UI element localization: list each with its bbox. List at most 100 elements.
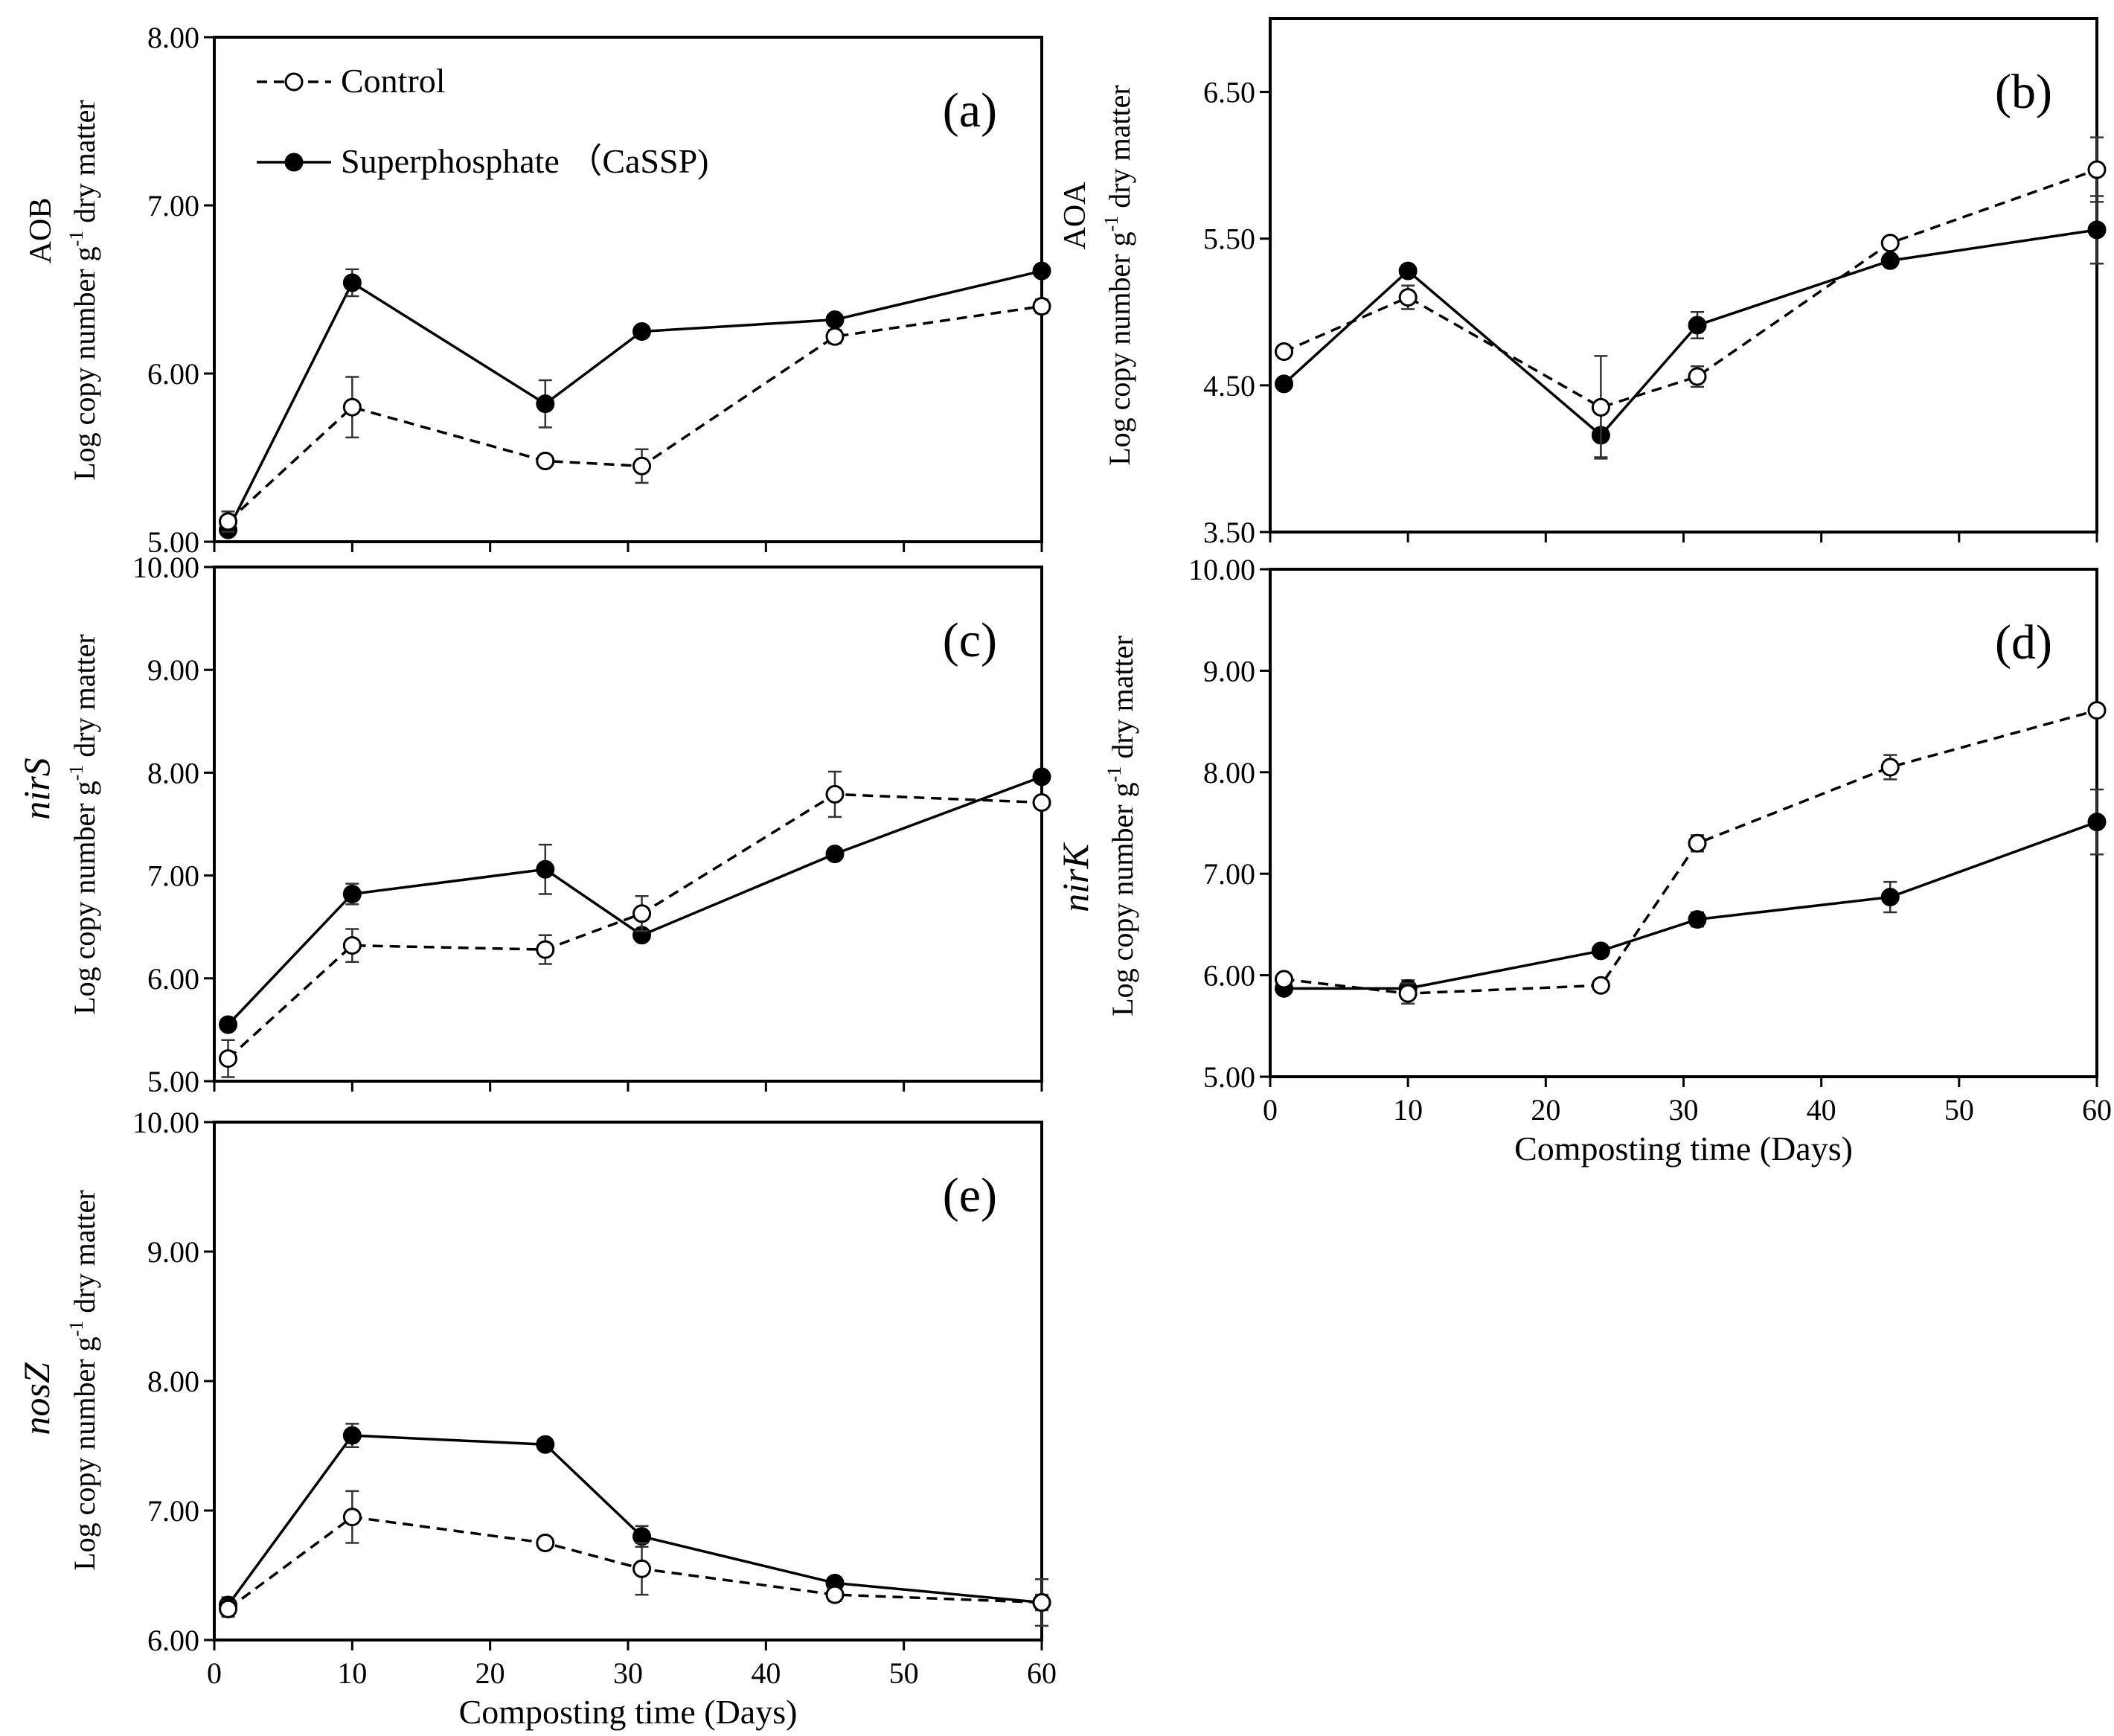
series-control xyxy=(219,297,1051,533)
y-tick-label: 6.00 xyxy=(147,962,199,996)
y-tick-label: 5.50 xyxy=(1203,222,1255,256)
control-point xyxy=(632,456,652,475)
superphosphate-point xyxy=(342,273,362,292)
superphosphate-line xyxy=(1284,820,2098,990)
x-tick-label: 20 xyxy=(475,1656,505,1690)
control-point xyxy=(632,1559,652,1578)
y-axis-title-end: dry matter xyxy=(1106,635,1139,766)
y-axis-gene-label: nirS xyxy=(16,758,57,819)
control-point xyxy=(825,1585,845,1604)
control-point xyxy=(1880,234,1900,253)
x-tick-label: 30 xyxy=(613,1656,643,1690)
y-axis-title: Log copy number g-1 dry matter xyxy=(1101,85,1136,466)
y-tick-label: 8.00 xyxy=(147,1365,199,1398)
superphosphate-point xyxy=(825,310,845,330)
superphosphate-point xyxy=(2087,220,2107,240)
y-axis-title-end: dry matter xyxy=(68,100,101,231)
y-tick-label: 4.50 xyxy=(1203,369,1255,403)
superphosphate-point xyxy=(1398,261,1418,281)
control-point xyxy=(1032,1593,1051,1612)
y-tick-label: 10.00 xyxy=(132,551,199,584)
control-line xyxy=(227,1515,1042,1610)
y-tick-label: 5.00 xyxy=(147,525,199,559)
y-tick-label: 6.00 xyxy=(147,357,199,391)
y-axis-title-sup: -1 xyxy=(65,1321,87,1337)
y-tick-label: 6.50 xyxy=(1203,76,1255,109)
y-tick-label: 3.50 xyxy=(1203,516,1255,549)
control-point xyxy=(536,1534,555,1552)
y-tick-label: 6.00 xyxy=(147,1624,199,1657)
plot-frame xyxy=(1269,568,2098,1078)
control-point xyxy=(536,452,555,471)
x-tick-label: 0 xyxy=(207,1656,222,1690)
panel-e: 0 10 20 30 40 50 60 6.00 7.00 8.00 9.00 10.00 (e) nos… xyxy=(16,1106,1057,1731)
y-axis-title: Log copy number g-1 dry matter xyxy=(65,1190,101,1571)
panel-label: (d) xyxy=(1995,615,2052,670)
y-axis-title-end: dry matter xyxy=(1103,85,1136,216)
x-tick-label: 40 xyxy=(1807,1093,1836,1127)
control-point xyxy=(1398,288,1418,307)
superphosphate-point xyxy=(1880,888,1900,907)
superphosphate-point xyxy=(536,859,555,879)
superphosphate-point xyxy=(1688,316,1707,335)
y-tick-label: 9.00 xyxy=(147,1235,199,1269)
x-tick-label: 10 xyxy=(1393,1093,1423,1127)
control-point xyxy=(2087,701,2107,720)
x-axis-title: Composting time (Days) xyxy=(459,1693,798,1731)
control-line xyxy=(227,304,1042,523)
superphosphate-line xyxy=(226,269,1042,531)
y-tick-label: 7.00 xyxy=(147,189,199,222)
y-axis-title-main: Log copy number g xyxy=(68,1336,101,1570)
y-axis-gene-label: AOA xyxy=(1058,182,1092,250)
control-point xyxy=(1032,297,1051,316)
legend: Control Superphosphate （CaSSP) xyxy=(257,62,709,180)
control-line xyxy=(1283,168,2098,409)
panel-d: 0 10 20 30 40 50 60 5.00 6.00 7.00 8.00 9.00 10.00 (d… xyxy=(1054,553,2112,1168)
control-point xyxy=(1880,758,1900,777)
control-point xyxy=(1688,367,1707,386)
control-line xyxy=(1284,708,2098,995)
superphosphate-point xyxy=(536,394,555,414)
y-axis-gene-label: nirK xyxy=(1054,842,1096,912)
control-point xyxy=(342,1508,362,1527)
superphosphate-point xyxy=(536,1435,555,1454)
y-tick-label: 5.00 xyxy=(147,1065,199,1098)
superphosphate-line xyxy=(1283,228,2098,438)
control-point xyxy=(825,784,845,804)
control-point xyxy=(1688,833,1707,853)
legend-superphosphate-label: Superphosphate （CaSSP) xyxy=(341,142,709,180)
superphosphate-point xyxy=(632,322,652,341)
legend-control-marker xyxy=(284,72,304,92)
superphosphate-line xyxy=(227,1434,1042,1607)
y-axis-title: Log copy number g-1 dry matter xyxy=(1104,635,1139,1016)
control-point xyxy=(1591,397,1610,417)
x-tick-label: 50 xyxy=(1944,1093,1974,1127)
panel-label: (c) xyxy=(943,613,997,667)
panel-label: (a) xyxy=(943,83,997,138)
y-tick-label: 10.00 xyxy=(132,1106,199,1139)
control-point xyxy=(536,940,555,959)
y-axis-title-sup: -1 xyxy=(1101,216,1122,232)
y-tick-label: 9.00 xyxy=(1203,654,1255,688)
x-tick-label: 60 xyxy=(1027,1656,1057,1690)
panel-label: (b) xyxy=(1995,65,2052,119)
series-control xyxy=(1275,136,2107,460)
y-tick-label: 6.00 xyxy=(1203,959,1255,993)
superphosphate-point xyxy=(342,884,362,903)
y-axis-title-main: Log copy number g xyxy=(1103,231,1136,465)
x-tick-label: 10 xyxy=(337,1656,367,1690)
y-axis-title-end: dry matter xyxy=(68,1190,101,1321)
control-point xyxy=(632,904,652,923)
y-axis-title-main: Log copy number g xyxy=(68,781,101,1014)
x-tick-label: 30 xyxy=(1669,1093,1699,1127)
control-line xyxy=(227,792,1042,1060)
control-point xyxy=(342,397,362,417)
x-tick-label: 60 xyxy=(2082,1093,2112,1127)
plot-frame xyxy=(213,1121,1043,1641)
y-axis-title-sup: -1 xyxy=(65,231,87,247)
x-tick-label: 40 xyxy=(751,1656,781,1690)
y-tick-label: 8.00 xyxy=(1203,756,1255,789)
